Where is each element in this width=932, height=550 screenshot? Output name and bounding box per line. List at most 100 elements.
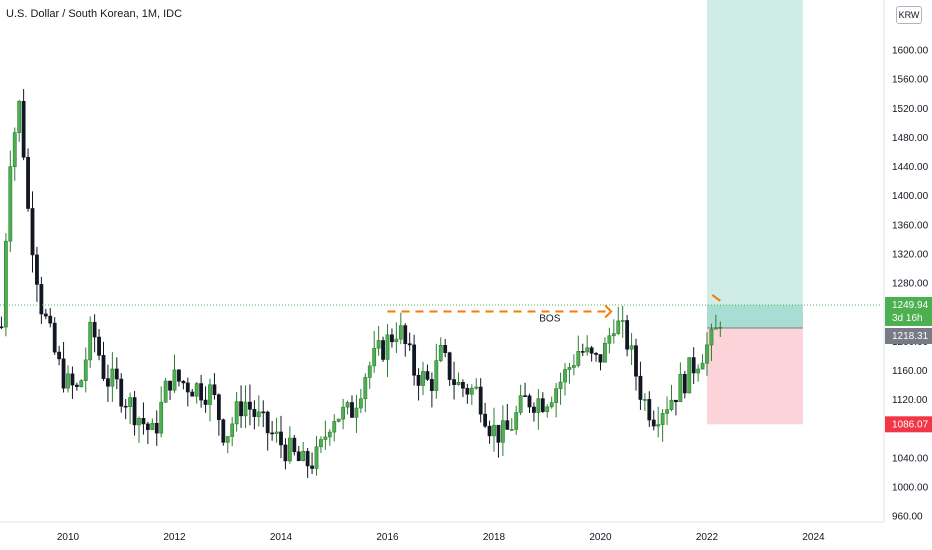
candle-body: [563, 369, 567, 383]
candle-body: [620, 320, 625, 322]
candle-body: [123, 405, 128, 408]
candle-body: [168, 380, 172, 391]
candle-body: [292, 437, 297, 453]
y-tick-label: 1040.00: [892, 453, 929, 464]
candle-body: [394, 338, 399, 343]
x-tick-label: 2018: [483, 532, 506, 543]
y-tick-label: 1000.00: [892, 483, 929, 494]
candle-body: [518, 395, 523, 413]
last-price-marker-bg: [885, 296, 932, 326]
candle-body: [656, 424, 661, 427]
candle-body: [239, 401, 243, 417]
candle-body: [438, 344, 443, 361]
candle-body: [301, 451, 306, 462]
candle-body: [287, 437, 292, 462]
candle-body: [447, 352, 452, 380]
candle-body: [256, 411, 261, 417]
candle-body: [687, 357, 692, 394]
entry-arrow: [711, 294, 721, 302]
y-tick-label: 1160.00: [892, 366, 928, 377]
stop-zone: [707, 327, 803, 425]
candle-body: [665, 409, 669, 414]
y-tick-label: 960.00: [892, 512, 923, 523]
candle-body: [234, 401, 239, 425]
candle-body: [594, 353, 598, 355]
candle-body: [314, 446, 319, 469]
y-tick-label: 1480.00: [892, 133, 929, 144]
candle-body: [3, 240, 8, 328]
candle-body: [230, 423, 235, 437]
candle-body: [265, 411, 270, 434]
candle-body: [12, 132, 17, 167]
candle-body: [718, 327, 723, 329]
candle-body: [61, 358, 66, 389]
candle-body: [576, 351, 581, 366]
candle-body: [514, 412, 519, 430]
candle-body: [323, 436, 328, 440]
candle-body: [296, 451, 301, 462]
candle-body: [128, 397, 133, 407]
candle-body: [83, 359, 88, 381]
y-tick-label: 1560.00: [892, 75, 929, 86]
candle-body: [549, 402, 554, 408]
candle-body: [261, 411, 266, 414]
candle-body: [363, 377, 368, 400]
candle-body: [79, 380, 84, 387]
candle-body: [474, 386, 479, 389]
candle-body: [274, 431, 279, 434]
candle-body: [634, 345, 638, 377]
x-tick-label: 2024: [802, 532, 825, 543]
candle-body: [532, 406, 536, 413]
candle-body: [660, 413, 665, 425]
candle-body: [327, 431, 332, 438]
candle-body: [270, 432, 275, 435]
candle-body: [700, 362, 705, 370]
candle-body: [310, 465, 314, 469]
candle-body: [713, 327, 718, 330]
entry-price-marker-bg: [885, 327, 932, 344]
candle-body: [74, 384, 79, 387]
candle-body: [30, 208, 35, 256]
candle-body: [589, 347, 594, 354]
candle-body: [283, 444, 288, 462]
stop-price-marker-bg: [885, 416, 932, 433]
candle-body: [398, 325, 403, 340]
candle-body: [390, 334, 394, 343]
x-tick-label: 2016: [376, 532, 399, 543]
candle-body: [678, 373, 683, 403]
candle-body: [199, 383, 204, 401]
candle-body: [385, 334, 390, 360]
candle-body: [92, 321, 97, 338]
candle-body: [190, 391, 195, 397]
candle-body: [585, 347, 590, 353]
candle-body: [0, 326, 4, 329]
x-tick-label: 2012: [163, 532, 186, 543]
candle-body: [35, 254, 39, 285]
currency-tag[interactable]: KRW: [896, 6, 922, 24]
candle-body: [332, 421, 337, 433]
candle-body: [443, 344, 448, 353]
candle-body: [225, 436, 230, 443]
candle-body: [172, 369, 177, 391]
bos-label: BOS: [539, 313, 560, 324]
candle-body: [642, 399, 647, 401]
candle-body: [243, 401, 248, 417]
entry-price-marker: 1218.31: [885, 327, 932, 344]
candle-body: [536, 398, 541, 413]
x-tick-label: 2014: [270, 532, 293, 543]
candle-body: [194, 383, 199, 397]
candle-body: [141, 418, 146, 425]
candle-body: [57, 351, 62, 360]
candle-body: [571, 365, 576, 368]
candle-body: [208, 384, 212, 405]
candle-body: [163, 380, 168, 403]
candle-body: [696, 368, 701, 374]
candle-body: [106, 378, 110, 387]
candle-body: [567, 367, 572, 370]
candle-body: [478, 386, 483, 415]
candle-body: [647, 399, 652, 421]
candle-body: [611, 333, 616, 337]
candle-body: [154, 422, 159, 434]
